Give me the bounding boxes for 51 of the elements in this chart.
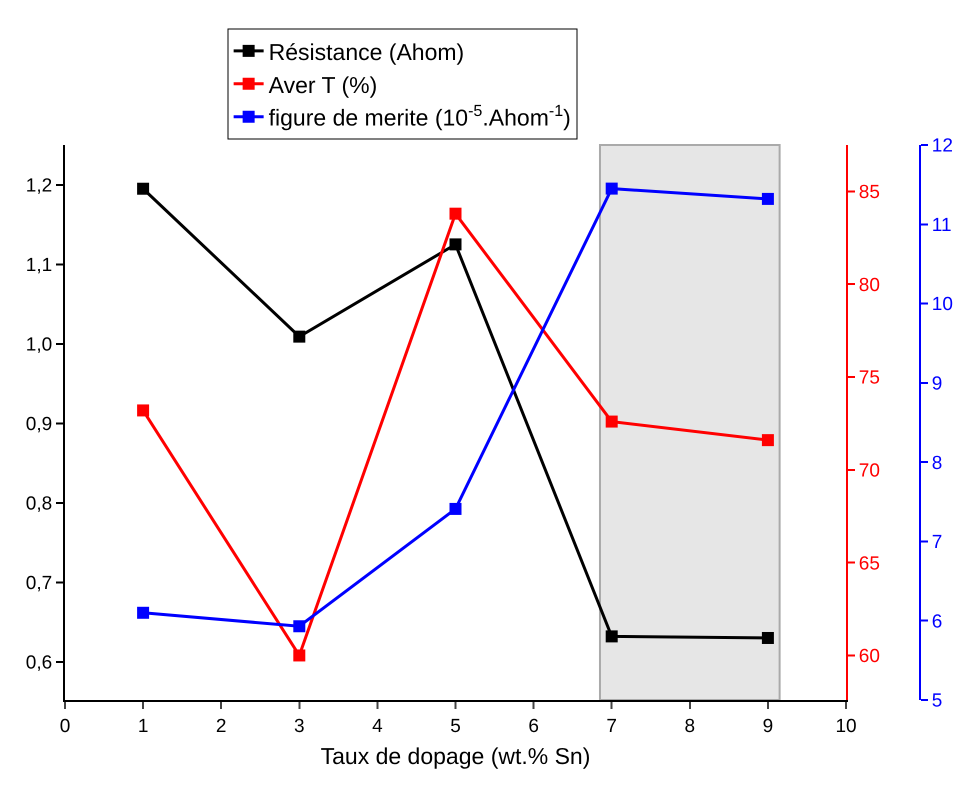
y-tick-label: 1,0	[26, 334, 52, 356]
point	[762, 434, 774, 446]
y3-tick-label: 5	[932, 690, 942, 712]
x-tick-label: 10	[835, 716, 857, 737]
legend-label: Aver T (%)	[268, 72, 378, 98]
y3-tick-label: 12	[932, 136, 953, 157]
y-tick-label: 0,6	[26, 652, 52, 674]
y2-tick-label: 60	[858, 646, 880, 668]
point	[137, 606, 150, 619]
y3-tick-label: 7	[932, 532, 942, 554]
point	[293, 330, 306, 343]
legend-label: Résistance (Ahom)	[268, 38, 464, 65]
legend-label: figure de merite (10$^{-5}$.Ahom$^{-1}$)	[268, 102, 571, 131]
y3-tick-label: 6	[932, 611, 942, 632]
point	[606, 630, 618, 642]
x-tick-label: 7	[606, 716, 617, 737]
x-tick-label: 8	[684, 716, 696, 737]
y2-tick-label: 85	[858, 182, 880, 204]
y3-tick-label: 8	[932, 452, 942, 474]
point	[293, 620, 306, 632]
y2-tick-label: 65	[858, 553, 880, 574]
point	[450, 208, 462, 220]
point	[762, 632, 774, 644]
y2-tick-label: 75	[858, 368, 880, 389]
point	[137, 182, 150, 195]
x-tick-label: 6	[528, 716, 539, 737]
x-tick-label: 2	[216, 716, 226, 737]
point	[762, 192, 774, 205]
y-tick-label: 0,9	[26, 414, 52, 435]
y3-tick-label: 9	[932, 374, 942, 395]
point	[450, 502, 462, 515]
x-tick-label: 3	[294, 716, 305, 737]
x-tick-label: 5	[450, 716, 461, 737]
x-tick-label: 0	[60, 716, 70, 737]
x-axis-title: Taux de dopage (wt.% Sn)	[320, 742, 590, 769]
y3-tick-label: 10	[932, 294, 953, 316]
point	[606, 416, 618, 428]
y3-tick-label: 11	[932, 214, 952, 236]
x-tick-label: 1	[138, 716, 148, 737]
y2-tick-label: 70	[858, 460, 880, 482]
y2-tick-label: 80	[858, 274, 880, 296]
point	[137, 404, 150, 416]
y-tick-label: 1,2	[26, 175, 52, 196]
point	[606, 182, 618, 195]
y-tick-label: 0,7	[26, 572, 52, 594]
point	[450, 238, 462, 250]
point	[293, 649, 306, 662]
y-tick-label: 1,1	[26, 254, 52, 276]
x-tick-label: 4	[372, 716, 384, 737]
y-tick-label: 0,8	[26, 493, 52, 514]
x-tick-label: 9	[762, 716, 774, 737]
